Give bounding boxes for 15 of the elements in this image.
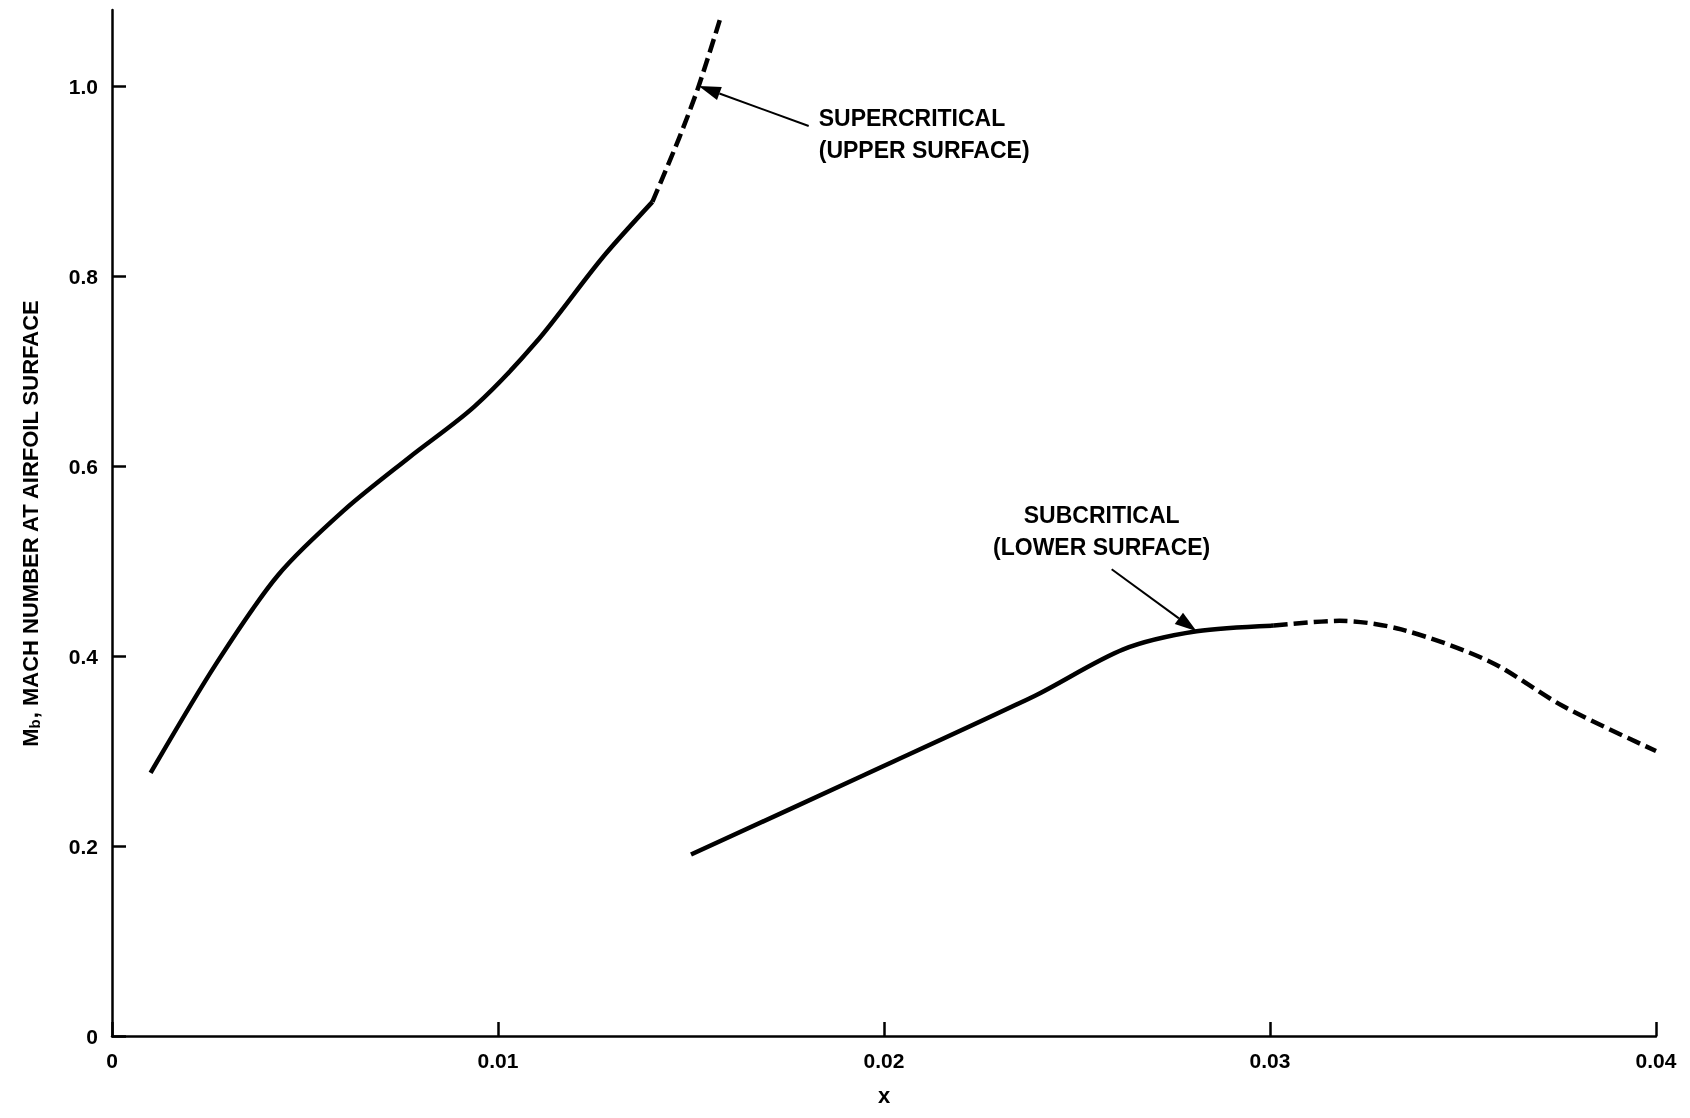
annotation: SUBCRITICAL (LOWER SURFACE) [993,502,1211,561]
x-tick-label: 0.04 [1635,1049,1677,1072]
y-tick-label: 0.4 [68,644,99,668]
x-tick-label: 0 [106,1049,118,1072]
y-axis-title: Mb, MACH NUMBER AT AIRFOIL SURFACE [18,300,43,747]
y-tick-label: 0 [86,1024,98,1048]
annotation: SUPERCRITICAL (UPPER SURFACE) [818,105,1030,163]
y-tick-label: 1.0 [68,74,98,98]
x-tick-label: 0.02 [863,1049,905,1072]
x-tick-label: 0.03 [1249,1049,1291,1072]
x-tick-label: 0.01 [477,1049,519,1072]
x-axis-title: x [877,1082,891,1108]
y-tick-label: 0.2 [68,834,98,858]
y-tick-label: 0.6 [68,454,98,478]
y-tick-label: 0.8 [68,264,99,288]
